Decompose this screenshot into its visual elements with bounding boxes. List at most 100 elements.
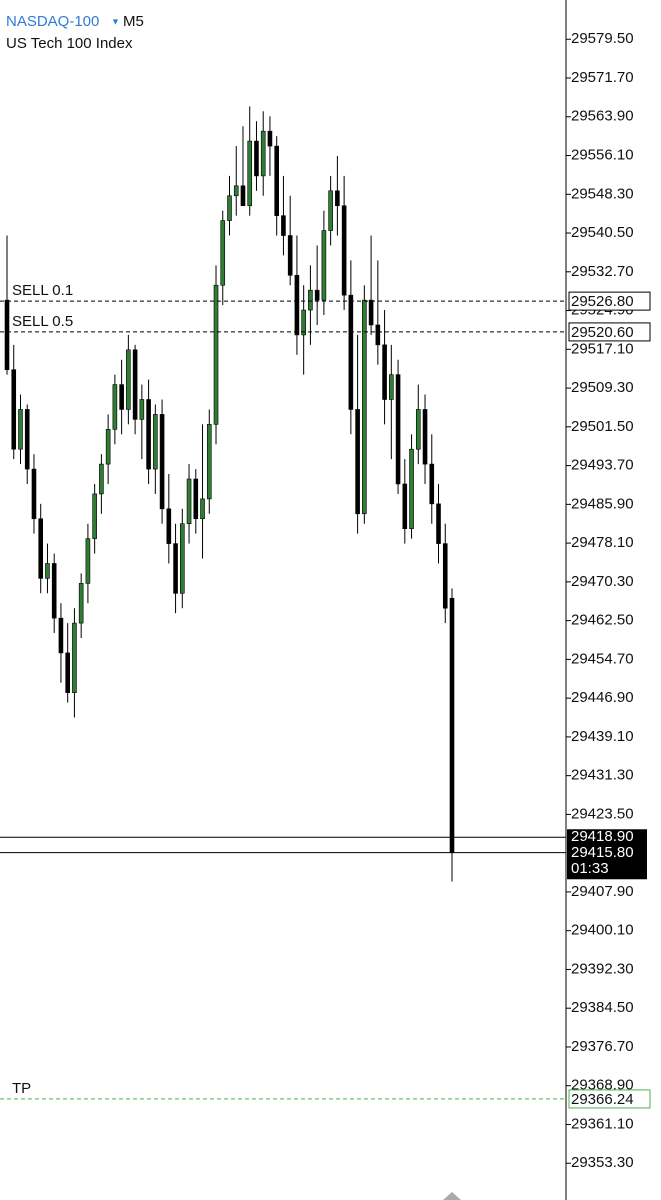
candle-body xyxy=(38,518,44,579)
candle-body xyxy=(72,622,77,693)
candle-body xyxy=(422,409,428,465)
y-tick-label: 29517.10 xyxy=(571,340,634,357)
candle-body xyxy=(314,289,320,301)
candle-body xyxy=(186,478,192,525)
level-price-box xyxy=(568,322,651,342)
candle-body xyxy=(166,508,172,544)
candle-body xyxy=(260,130,266,177)
y-tick-label: 29446.90 xyxy=(571,689,634,706)
candle-body xyxy=(200,498,205,520)
symbol-dropdown[interactable]: ▼ xyxy=(111,16,120,26)
candle-body xyxy=(11,369,17,450)
y-tick-label: 29540.50 xyxy=(571,224,634,241)
subtitle: US Tech 100 Index xyxy=(6,35,133,52)
candle-body xyxy=(112,384,118,430)
candle-body xyxy=(132,349,138,420)
y-tick-label: 29423.50 xyxy=(571,805,634,822)
candle-body xyxy=(18,409,23,450)
level-price-box xyxy=(568,1089,651,1109)
candle-body xyxy=(173,543,178,594)
scroll-handle[interactable] xyxy=(443,1192,461,1200)
y-tick-label: 29501.50 xyxy=(571,418,634,435)
candle-body xyxy=(308,289,313,311)
y-tick-label: 29462.50 xyxy=(571,612,634,629)
candle-body xyxy=(92,493,97,539)
y-tick-label: 29485.90 xyxy=(571,495,634,512)
y-tick-label: 29361.10 xyxy=(571,1115,634,1132)
y-tick-label: 29571.70 xyxy=(571,69,634,86)
level-name: SELL 0.1 xyxy=(12,282,73,299)
y-tick-label: 29439.10 xyxy=(571,728,634,745)
y-tick-label: 29376.70 xyxy=(571,1038,634,1055)
candle-body xyxy=(409,448,414,529)
candle-body xyxy=(429,463,435,505)
candle-body xyxy=(78,583,84,624)
candle-body xyxy=(4,299,10,370)
y-tick-label: 29493.70 xyxy=(571,457,634,474)
candle-body xyxy=(99,463,104,495)
candle-body xyxy=(119,384,124,410)
candle-body xyxy=(153,414,158,470)
price-label: 29415.80 xyxy=(571,844,634,861)
y-tick-label: 29509.30 xyxy=(571,379,634,396)
candle-body xyxy=(233,185,239,197)
candle-body xyxy=(395,374,401,485)
candle-body xyxy=(362,299,367,515)
y-tick-label: 29407.90 xyxy=(571,883,634,900)
y-tick-label: 29478.10 xyxy=(571,534,634,551)
level-name: SELL 0.5 xyxy=(12,313,73,330)
y-tick-label: 29392.30 xyxy=(571,960,634,977)
candle-body xyxy=(220,220,226,286)
symbol[interactable]: NASDAQ-100 xyxy=(6,13,99,30)
level-name: TP xyxy=(12,1080,31,1097)
candle-body xyxy=(180,523,185,594)
candle-body xyxy=(105,429,111,465)
timeframe[interactable]: M5 xyxy=(123,13,144,30)
candle-body xyxy=(335,190,340,207)
y-tick-label: 29431.30 xyxy=(571,767,634,784)
y-tick-label: 29400.10 xyxy=(571,922,634,939)
candle-body xyxy=(58,617,64,654)
y-tick-label: 29556.10 xyxy=(571,146,634,163)
candle-body xyxy=(31,468,37,520)
candle-body xyxy=(368,299,374,326)
candle-body xyxy=(51,563,57,619)
candle-body xyxy=(294,274,300,336)
candle-body xyxy=(213,284,219,425)
candle-body xyxy=(382,344,387,400)
candle-body xyxy=(402,483,408,529)
candle-body xyxy=(301,309,306,336)
candle-body xyxy=(139,399,145,420)
candle-body xyxy=(126,349,131,410)
countdown: 01:33 xyxy=(571,860,609,877)
candle-body xyxy=(436,503,441,544)
candle-body xyxy=(341,205,347,296)
y-tick-label: 29579.50 xyxy=(571,30,634,47)
candle-body xyxy=(442,543,448,609)
candle-body xyxy=(247,140,253,207)
price-box xyxy=(567,829,647,880)
candle-body xyxy=(146,399,151,470)
candle-body xyxy=(206,424,212,500)
y-tick-label: 29470.30 xyxy=(571,573,634,590)
candle-body xyxy=(85,538,91,584)
candle-body xyxy=(321,230,327,301)
candle-body xyxy=(281,215,286,236)
candle-body xyxy=(449,597,455,853)
candle-body xyxy=(267,130,273,147)
y-tick-label: 29563.90 xyxy=(571,108,634,125)
candle-body xyxy=(254,140,259,177)
candle-body xyxy=(65,652,70,693)
candle-body xyxy=(240,185,246,207)
candle-body xyxy=(375,324,381,346)
y-tick-label: 29384.50 xyxy=(571,999,634,1016)
candle-body xyxy=(159,414,165,510)
candle-body xyxy=(415,409,421,450)
candle-body xyxy=(389,374,394,400)
candle-body xyxy=(45,563,50,579)
y-tick-label: 29454.70 xyxy=(571,650,634,667)
candle-body xyxy=(274,145,279,216)
price-label: 29418.90 xyxy=(571,828,634,845)
level-price-box xyxy=(568,291,651,311)
